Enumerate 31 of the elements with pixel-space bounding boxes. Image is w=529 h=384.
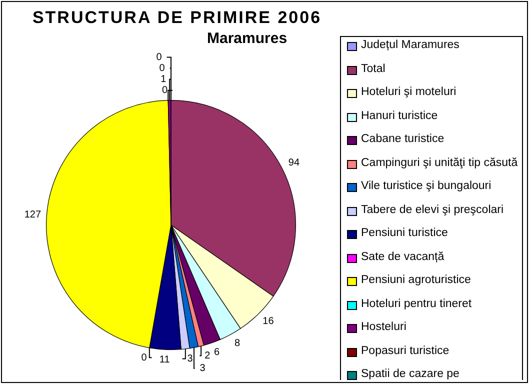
legend-label: Total — [361, 62, 386, 74]
text: 0 — [156, 52, 162, 64]
legend-label: Sate de vacanță — [361, 250, 444, 262]
legend-label: Popasuri turistice — [361, 344, 450, 356]
text: 0 — [162, 85, 168, 96]
chart-subtitle: Maramures — [207, 30, 288, 47]
data-label: 127 — [24, 210, 42, 221]
legend-label: Pensiuni agroturistice — [361, 274, 471, 286]
data-label: 6 — [214, 346, 220, 358]
data-label: 3 — [187, 354, 194, 365]
legend-label: Campinguri şi unităţi tip căsută — [361, 156, 518, 168]
legend-label: Spatii de cazare pe — [361, 368, 460, 380]
legend-label: Vile turistice şi bungalouri — [361, 180, 492, 192]
data-label: 2 — [204, 350, 211, 362]
text: 0 — [141, 352, 147, 364]
legend-label: Hoteluri pentru tineret — [361, 298, 472, 310]
data-label: 8 — [234, 338, 241, 350]
legend-label: Hanuri turistice — [361, 110, 438, 122]
chart-title: STRUCTURA DE PRIMIRE 2006 — [31, 8, 323, 28]
data-label: 3 — [200, 363, 206, 374]
data-label: 1 — [160, 74, 167, 86]
text: 0 — [159, 63, 165, 74]
legend-label: Pensiuni turistice — [361, 227, 448, 239]
data-label: 11 — [159, 354, 170, 366]
legend-label: Hoteluri şi moteluri — [361, 86, 456, 98]
data-label: 16 — [262, 316, 274, 327]
data-label: 94 — [288, 157, 300, 168]
legend-label: Tabere de elevi şi preşcolari — [361, 204, 504, 216]
legend-label: Cabane turistice — [361, 133, 444, 145]
legend-label: Hosteluri — [361, 321, 406, 333]
legend-label: Județul Maramures — [361, 39, 460, 51]
